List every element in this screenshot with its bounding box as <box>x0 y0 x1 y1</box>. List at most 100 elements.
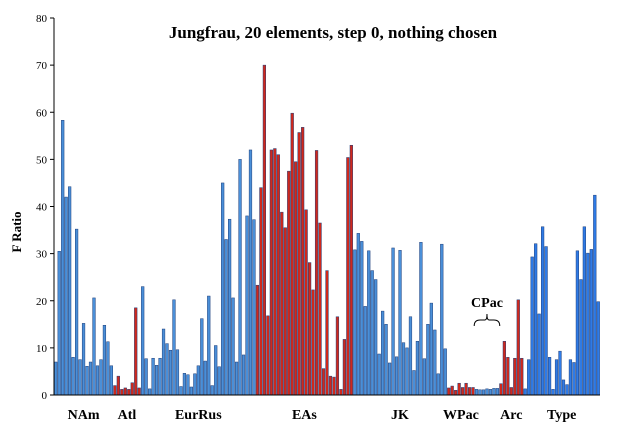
bar-eurrus <box>165 343 169 396</box>
bar-eurrus <box>252 219 256 396</box>
bar-eurrus <box>189 386 193 396</box>
bar-type <box>561 379 566 396</box>
bar-eurrus <box>248 149 253 396</box>
bar-wpac <box>457 382 461 396</box>
bar-eurrus <box>161 328 166 396</box>
bar-cpac <box>478 389 482 396</box>
bar-type <box>551 389 555 396</box>
bar-jk <box>387 362 392 396</box>
bar-nam <box>81 323 86 396</box>
bar-type <box>537 313 541 396</box>
bar-eas <box>276 154 280 396</box>
bar-eas <box>259 187 263 396</box>
bar-nam <box>61 120 65 396</box>
bar-jk <box>353 249 357 396</box>
bar-type <box>544 246 548 396</box>
bar-atl <box>120 389 124 396</box>
bar-atl <box>127 389 131 396</box>
bar-jk <box>433 329 437 396</box>
group-label-atl: Atl <box>118 408 137 423</box>
bar-jk <box>370 270 374 396</box>
bar-nam <box>99 359 103 396</box>
bar-jk <box>426 324 430 396</box>
bar-eurrus <box>245 215 249 396</box>
y-tick-label: 60 <box>36 107 48 119</box>
bar-eas <box>280 211 284 396</box>
bar-atl <box>137 387 141 396</box>
bar-eurrus <box>207 295 211 396</box>
y-tick-label: 20 <box>36 296 48 308</box>
y-tick-label: 50 <box>36 154 48 166</box>
bar-eurrus <box>217 366 221 396</box>
bar-eas <box>283 227 287 396</box>
bar-nam <box>68 186 72 396</box>
bar-arc <box>520 357 524 396</box>
bar-nam <box>64 196 68 396</box>
y-tick-label: 30 <box>36 249 48 261</box>
bar-eurrus <box>154 365 159 396</box>
bar-type <box>589 249 593 396</box>
bar-eurrus <box>179 386 183 396</box>
bar-eas <box>262 64 267 396</box>
bar-nam <box>78 359 82 396</box>
bar-eas <box>255 284 260 396</box>
bar-jk <box>422 358 426 396</box>
bar-arc <box>513 357 517 396</box>
y-tick-label: 0 <box>42 390 48 402</box>
bar-atl <box>116 375 120 396</box>
bars <box>54 64 600 396</box>
bar-arc <box>506 357 510 396</box>
bar-atl <box>134 307 138 396</box>
bar-eas <box>314 150 319 396</box>
bar-eas <box>346 157 350 396</box>
group-label-eas: EAs <box>292 408 317 423</box>
y-tick-label: 40 <box>36 202 48 214</box>
bar-nam <box>102 325 107 396</box>
bar-eas <box>311 289 315 396</box>
y-tick-label: 80 <box>36 13 48 25</box>
bar-nam <box>57 251 61 396</box>
bar-jk <box>443 348 447 396</box>
bar-wpac <box>461 387 465 396</box>
bar-type <box>558 350 562 396</box>
chart-title: Jungfrau, 20 elements, step 0, nothing c… <box>169 23 498 42</box>
bar-jk <box>367 250 371 396</box>
group-label-nam: NAm <box>68 408 100 423</box>
bar-eurrus <box>228 218 232 396</box>
group-label-wpac: WPac <box>443 408 479 423</box>
bar-eas <box>328 375 333 396</box>
annotation-brace <box>473 313 501 327</box>
bar-jk <box>419 242 423 396</box>
bar-eas <box>266 315 270 396</box>
axes: 0 10 20 30 40 50 60 70 80 <box>36 13 600 402</box>
bar-atl <box>123 387 127 396</box>
bar-eas <box>304 209 308 396</box>
bar-jk <box>360 241 364 396</box>
bar-type <box>523 388 527 396</box>
bar-nam <box>88 361 93 396</box>
bar-eas <box>349 144 353 396</box>
bar-eurrus <box>221 182 225 396</box>
bar-eas <box>301 127 305 396</box>
bar-nam <box>75 228 79 396</box>
bar-eas <box>339 389 343 396</box>
group-label-eurrus: EurRus <box>175 408 222 423</box>
bar-eas <box>287 170 291 396</box>
bar-nam <box>106 341 110 396</box>
bar-eas <box>321 368 326 396</box>
bar-eurrus <box>144 358 148 396</box>
bar-eas <box>342 339 346 396</box>
bar-eas <box>294 161 298 396</box>
bar-eurrus <box>200 318 204 396</box>
bar-type <box>534 243 538 396</box>
bar-type <box>541 226 545 396</box>
bar-eas <box>335 316 340 396</box>
group-label-arc: Arc <box>500 408 522 423</box>
annotation-text: CPac <box>471 296 503 311</box>
bar-wpac <box>471 387 475 396</box>
bar-wpac <box>450 385 454 396</box>
bar-jk <box>440 243 444 396</box>
bar-wpac <box>447 387 451 396</box>
y-tick-label: 10 <box>36 343 48 355</box>
